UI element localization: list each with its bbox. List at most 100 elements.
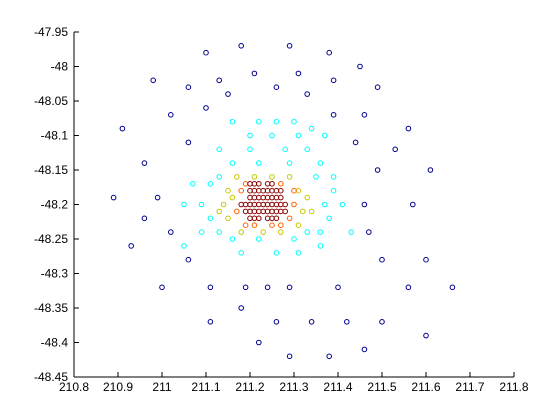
scatter-point xyxy=(317,160,324,166)
scatter-point xyxy=(216,146,222,153)
x-tick-label: 211.5 xyxy=(367,380,396,394)
scatter-point xyxy=(216,77,222,84)
scatter-point xyxy=(247,132,253,139)
scatter-point xyxy=(366,229,372,235)
scatter-point xyxy=(278,229,284,235)
scatter-point xyxy=(150,77,156,84)
x-tick-label: 211.2 xyxy=(235,380,264,394)
scatter-point xyxy=(330,187,337,194)
scatter-point xyxy=(291,236,297,242)
scatter-point xyxy=(185,256,192,263)
x-tick-label: 211.7 xyxy=(455,380,484,394)
scatter-point xyxy=(225,91,231,97)
scatter-point xyxy=(260,229,267,235)
scatter-point xyxy=(256,215,262,222)
scatter-point xyxy=(141,215,148,222)
y-tick-label: -47.95 xyxy=(34,25,68,39)
scatter-point xyxy=(238,229,244,235)
scatter-point xyxy=(392,146,399,153)
scatter-point xyxy=(238,305,244,311)
scatter-point xyxy=(256,339,262,346)
scatter-point xyxy=(154,194,161,201)
scatter-point xyxy=(339,201,346,208)
x-tick-label: 210.8 xyxy=(59,380,89,394)
x-tick-label: 211.6 xyxy=(411,380,440,394)
scatter-point xyxy=(295,132,302,139)
scatter-point xyxy=(300,208,306,215)
scatter-point xyxy=(234,208,240,215)
y-tick-label: -48.4 xyxy=(41,336,69,350)
scatter-point xyxy=(229,236,236,242)
scatter-point xyxy=(238,187,244,194)
scatter-point xyxy=(216,174,222,180)
scatter-point xyxy=(295,222,302,228)
scatter-point xyxy=(361,346,368,353)
scatter-point xyxy=(326,353,333,360)
scatter-point xyxy=(251,70,258,77)
scatter-point xyxy=(344,319,350,325)
y-tick-label: -48.3 xyxy=(41,267,69,281)
scatter-point xyxy=(225,215,231,222)
x-tick-label: 211.1 xyxy=(191,380,220,394)
scatter-point xyxy=(374,167,381,173)
scatter-point xyxy=(273,215,280,222)
scatter-point xyxy=(304,91,311,97)
scatter-point xyxy=(256,236,262,242)
scatter-point xyxy=(326,49,333,56)
scatter-point xyxy=(295,70,302,77)
scatter-point xyxy=(220,201,227,208)
scatter-point xyxy=(291,187,297,194)
scatter-point xyxy=(251,222,258,228)
scatter-point xyxy=(190,181,196,187)
scatter-point xyxy=(141,160,148,166)
scatter-point xyxy=(427,167,434,173)
y-tick-label: -48.2 xyxy=(41,198,69,212)
scatter-point xyxy=(273,84,280,90)
scatter-point xyxy=(449,284,456,291)
x-tick-label: 211.3 xyxy=(279,380,308,394)
scatter-point xyxy=(304,194,311,201)
scatter-point xyxy=(273,319,280,325)
scatter-point xyxy=(304,146,311,153)
scatter-point xyxy=(225,187,231,194)
y-tick-label: -48.05 xyxy=(34,94,68,108)
scatter-point xyxy=(216,229,222,235)
scatter-point xyxy=(405,125,412,132)
scatter-point xyxy=(168,229,174,235)
scatter-point xyxy=(168,112,174,118)
scatter-point xyxy=(322,132,328,139)
scatter-point xyxy=(256,118,262,125)
y-tick-label: -48 xyxy=(51,60,69,74)
scatter-point xyxy=(286,215,293,222)
scatter-point xyxy=(291,118,297,125)
x-tick-label: 211 xyxy=(152,380,171,394)
y-tick-label: -48.45 xyxy=(34,370,68,384)
scatter-point xyxy=(207,284,214,291)
scatter-point xyxy=(326,215,333,222)
scatter-point xyxy=(282,146,289,153)
x-tick-label: 210.9 xyxy=(103,380,133,394)
scatter-point xyxy=(251,174,258,180)
scatter-point xyxy=(256,160,262,166)
scatter-point xyxy=(207,181,214,187)
scatter-point xyxy=(110,194,117,201)
scatter-point xyxy=(361,112,368,118)
scatter-point xyxy=(405,284,412,291)
scatter-point xyxy=(181,243,187,249)
y-tick-label: -48.15 xyxy=(34,163,68,177)
scatter-point xyxy=(286,353,293,360)
scatter-point xyxy=(278,194,284,201)
scatter-point xyxy=(185,139,192,146)
scatter-point xyxy=(379,319,385,325)
scatter-point xyxy=(198,201,205,208)
x-tick-label: 211.4 xyxy=(323,380,352,394)
scatter-point xyxy=(203,105,209,111)
scatter-point xyxy=(247,146,253,153)
scatter-point xyxy=(207,319,214,325)
scatter-point xyxy=(308,208,315,215)
scatter-point xyxy=(229,118,236,125)
scatter-point xyxy=(348,229,355,235)
scatter-point xyxy=(238,250,244,256)
scatter-point xyxy=(361,201,368,208)
scatter-point xyxy=(278,222,284,228)
